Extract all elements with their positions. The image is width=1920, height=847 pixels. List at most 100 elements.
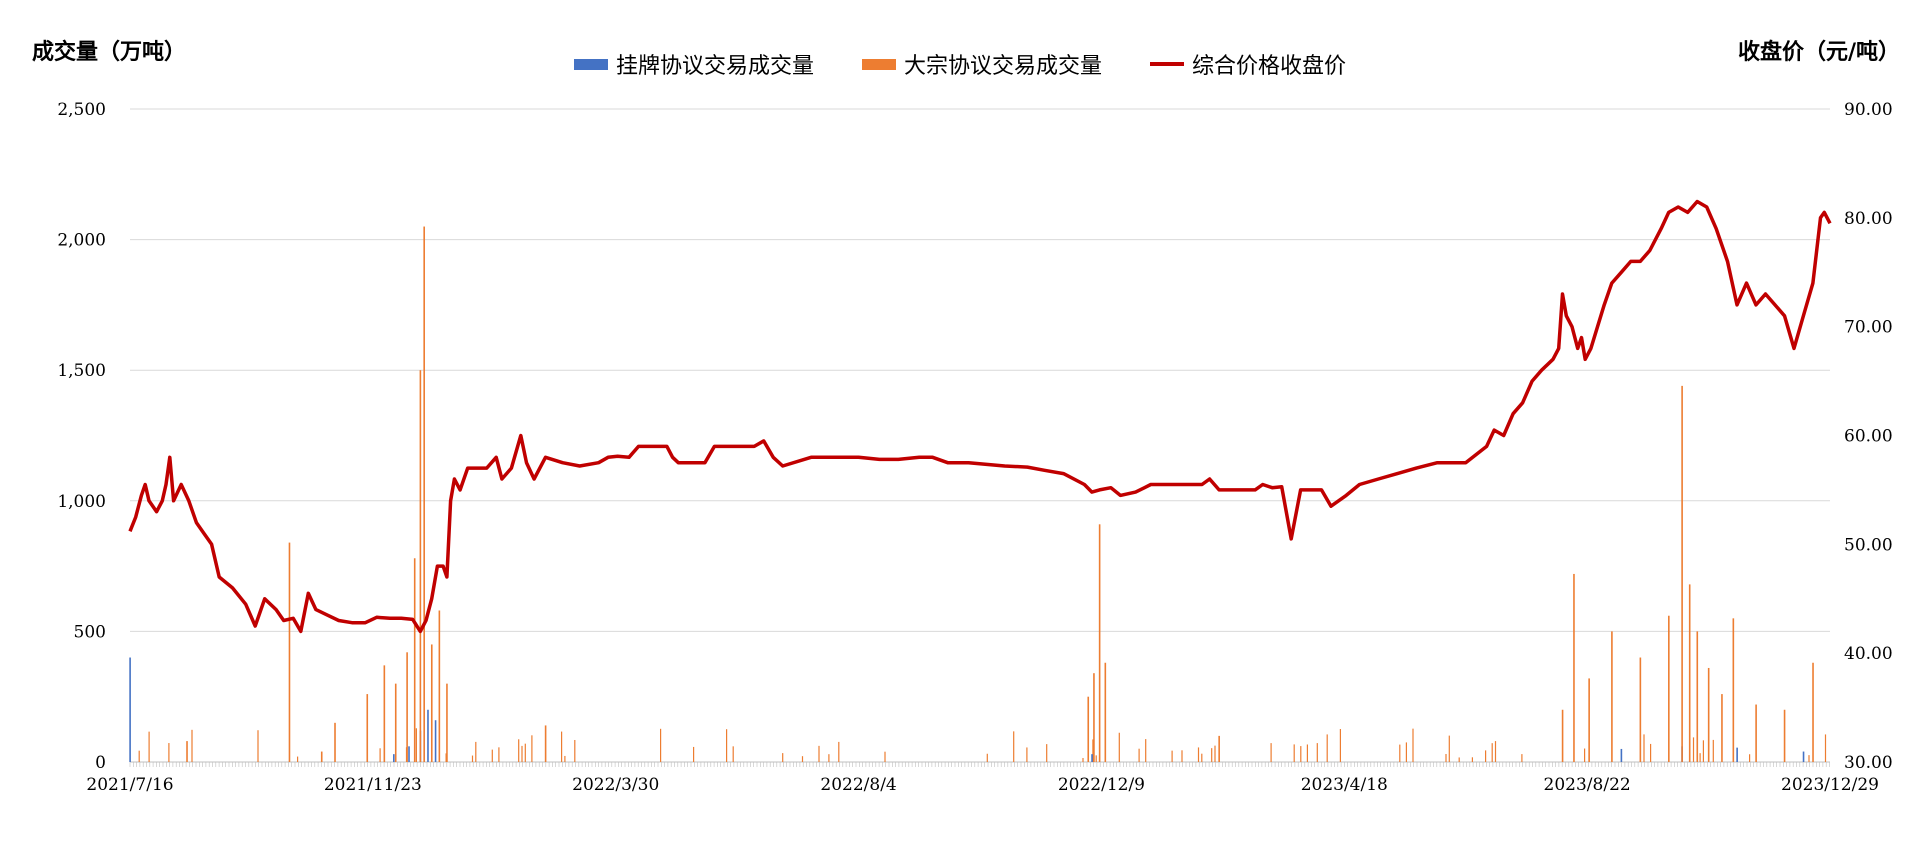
y-right-tick-label: 30.00 — [1844, 753, 1893, 773]
bar-block — [1098, 524, 1101, 762]
bar-block-minor — [726, 729, 728, 762]
bar-block-minor — [1145, 739, 1147, 762]
bar-block — [383, 665, 386, 762]
bar-block-minor — [1046, 744, 1048, 762]
bar-block-minor — [1471, 757, 1473, 762]
bar-block — [334, 722, 336, 762]
bar-block-minor — [471, 755, 474, 762]
bar-block-minor — [1138, 748, 1140, 762]
y-right-tick-label: 80.00 — [1844, 209, 1893, 229]
bar-block-minor — [1448, 735, 1450, 762]
y-right-tick-label: 70.00 — [1844, 318, 1893, 338]
bar-block — [423, 226, 425, 763]
legend-item-price: 综合价格收盘价 — [1150, 48, 1346, 80]
bar-listing — [1736, 747, 1738, 762]
bar-block-minor — [1316, 743, 1318, 762]
bar-block-minor — [1485, 750, 1487, 762]
x-tick-label: 2023/4/18 — [1301, 775, 1388, 795]
bar-block-minor — [660, 728, 662, 762]
bar-block-minor — [818, 745, 820, 762]
bar-block-minor — [561, 731, 563, 762]
bar-listing — [1802, 751, 1805, 762]
x-tick-label: 2022/12/9 — [1058, 775, 1145, 795]
bar-block — [438, 610, 441, 762]
y-left-tick-label: 500 — [74, 622, 106, 642]
bar-block — [1732, 618, 1735, 762]
x-tick-label: 2022/3/30 — [572, 775, 659, 795]
bar-block-minor — [782, 753, 784, 762]
bar-block — [1812, 662, 1814, 762]
y-left-tick-label: 2,000 — [57, 231, 106, 251]
bar-block-minor — [1692, 737, 1695, 762]
y-right-tick-label: 60.00 — [1844, 427, 1893, 447]
bar-block — [186, 741, 188, 762]
bar-block — [1104, 662, 1107, 762]
bar-block-minor — [1201, 753, 1203, 762]
bar-block-minor — [415, 728, 417, 762]
bar-block — [1093, 673, 1095, 762]
bar-block-minor — [1171, 750, 1173, 762]
bar-block — [1218, 735, 1220, 762]
bar-block — [419, 370, 422, 762]
bar-block-minor — [1326, 734, 1328, 762]
bar-listing — [434, 720, 437, 762]
bar-block-minor — [1445, 753, 1447, 762]
bar-block-minor — [297, 756, 299, 762]
bar-block-minor — [521, 745, 523, 762]
bar-block-minor — [732, 746, 734, 762]
bar-block-minor — [445, 753, 447, 762]
legend-label-listing: 挂牌协议交易成交量 — [615, 54, 814, 79]
bar-block-minor — [1082, 757, 1084, 762]
bar-block-minor — [1412, 728, 1414, 762]
x-tick-label: 2023/8/22 — [1544, 775, 1631, 795]
x-tick-label: 2022/8/4 — [820, 775, 896, 795]
bar-block-minor — [191, 729, 193, 762]
bar-block-minor — [1399, 744, 1401, 762]
bar-block-minor — [1092, 739, 1094, 762]
bar-block — [1783, 709, 1786, 762]
bar-block-minor — [518, 739, 520, 762]
bar-block — [430, 644, 433, 762]
x-tick-label: 2023/12/29 — [1781, 775, 1879, 795]
bar-block-minor — [524, 743, 526, 762]
bar-block-minor — [1405, 742, 1407, 762]
bar-block — [1721, 694, 1723, 762]
bar-block-minor — [1181, 750, 1183, 762]
bar-block-minor — [475, 741, 477, 762]
bar-block-minor — [1197, 747, 1200, 762]
bar-block-minor — [1491, 743, 1493, 762]
bar-block — [446, 683, 448, 762]
bar-block-minor — [1824, 734, 1827, 762]
bar-block-minor — [1749, 754, 1751, 762]
bar-block-minor — [884, 751, 886, 762]
y-axis-left-title: 成交量（万吨） — [32, 39, 187, 65]
y-left-tick-label: 0 — [95, 753, 106, 773]
bar-block-minor — [1013, 731, 1015, 762]
bar-block-minor — [491, 749, 493, 762]
bar-block-minor — [1339, 729, 1341, 762]
bar-block-minor — [1494, 741, 1497, 762]
bar-block — [1755, 704, 1757, 762]
x-tick-label: 2021/11/23 — [324, 775, 422, 795]
bar-listing — [129, 657, 131, 762]
bar-block-minor — [148, 731, 150, 762]
bar-listing — [408, 746, 410, 762]
legend-swatch-block — [861, 58, 896, 70]
bar-block-minor — [1808, 755, 1810, 762]
y-right-tick-label: 50.00 — [1844, 535, 1893, 555]
bar-block-minor — [1712, 739, 1714, 762]
bar-listing — [1620, 748, 1623, 762]
bar-block-minor — [379, 748, 381, 762]
bar-block — [1639, 657, 1642, 762]
bar-block — [1707, 667, 1710, 762]
bar-block — [1573, 573, 1575, 762]
bar-block-minor — [168, 743, 170, 762]
bar-block-minor — [693, 746, 695, 762]
bar-block — [1696, 631, 1699, 762]
bar-block — [394, 683, 397, 762]
bar-block — [1681, 385, 1683, 762]
bar-block — [1688, 584, 1691, 762]
bar-block — [413, 558, 416, 762]
bar-block — [1588, 678, 1590, 762]
y-right-tick-label: 40.00 — [1844, 644, 1893, 664]
